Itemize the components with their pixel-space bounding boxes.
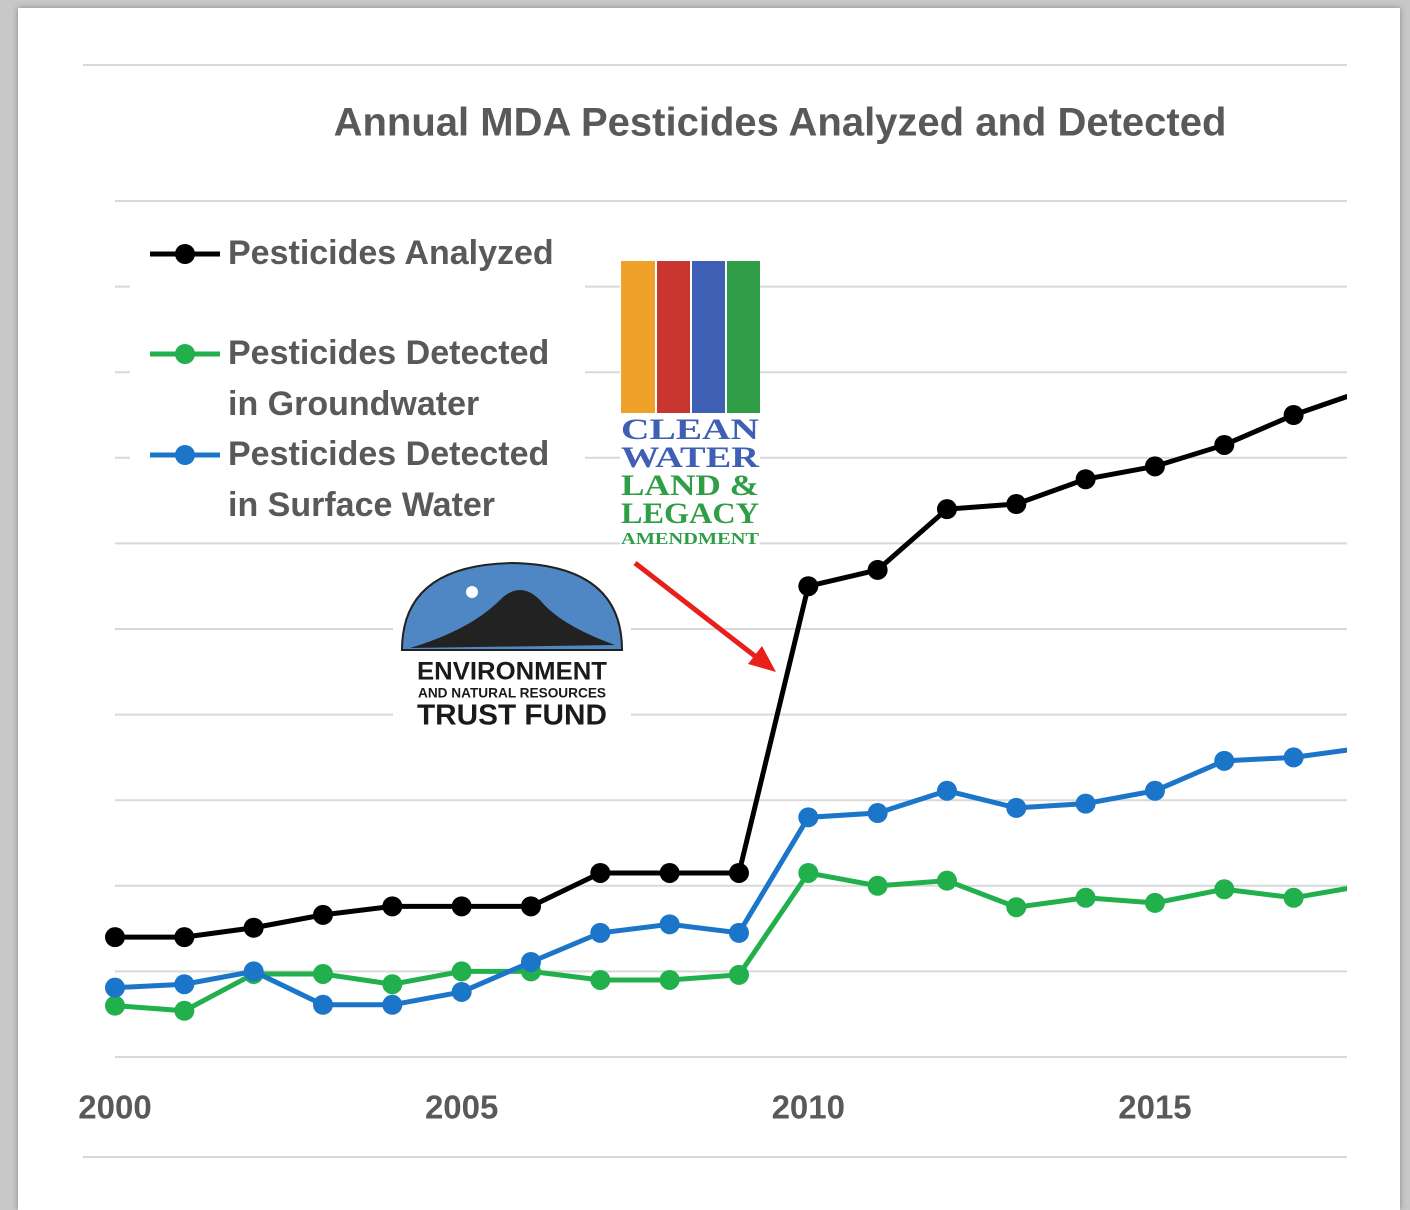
point [936, 780, 957, 801]
point [728, 964, 749, 985]
x-tick-label: 2005 [425, 1089, 498, 1126]
point [590, 969, 611, 990]
legend-label: Pesticides Detected in Surface Water [228, 435, 550, 524]
point [590, 862, 611, 883]
point [936, 870, 957, 891]
point [312, 904, 333, 925]
point [1006, 797, 1027, 818]
point [1283, 887, 1304, 908]
point [1006, 494, 1027, 515]
point [798, 807, 819, 828]
point [728, 922, 749, 943]
legend-marker [175, 445, 195, 465]
legend-marker [175, 344, 195, 364]
point [105, 977, 125, 998]
point [382, 994, 403, 1015]
point [382, 896, 403, 917]
legend-label: Pesticides Analyzed [228, 234, 554, 272]
point [1353, 738, 1373, 758]
point [312, 963, 333, 984]
legend-label: Pesticides Detected in Groundwater [228, 334, 550, 423]
point [1075, 887, 1096, 908]
point [1144, 456, 1165, 477]
point [867, 559, 888, 580]
point [1214, 434, 1235, 455]
point [1353, 876, 1373, 896]
point [174, 927, 195, 948]
legend-box [130, 220, 585, 540]
point [1214, 879, 1235, 900]
page: Annual MDA Pesticides Analyzed and Detec… [18, 8, 1400, 1210]
logo-text: LAND & [621, 469, 759, 502]
point [174, 974, 195, 995]
logo-text: AMENDMENT [621, 529, 760, 548]
arrow [633, 561, 762, 662]
point [728, 862, 749, 883]
point [1144, 780, 1165, 801]
logo-text: LEGACY [621, 497, 759, 530]
logo-text: CLEAN [621, 413, 759, 446]
point [1075, 793, 1096, 814]
point [1144, 892, 1165, 913]
point [798, 576, 819, 597]
x-tick-label: 2000 [78, 1089, 151, 1126]
point [1353, 381, 1373, 401]
point [659, 969, 680, 990]
point [936, 499, 957, 520]
point [1006, 897, 1027, 918]
logo-text: AND NATURAL RESOURCES [418, 685, 606, 701]
point [520, 951, 541, 972]
point [1075, 469, 1096, 490]
point [1283, 747, 1304, 768]
point [243, 961, 264, 982]
point [1214, 750, 1235, 771]
point [867, 875, 888, 896]
point [451, 981, 472, 1002]
point [590, 922, 611, 943]
x-tick-label: 2010 [772, 1089, 845, 1126]
point [1283, 405, 1304, 425]
logo-text: WATER [621, 441, 759, 474]
point [105, 995, 125, 1016]
point [520, 896, 541, 917]
x-tick-label: 2015 [1118, 1089, 1191, 1126]
chart-title: Annual MDA Pesticides Analyzed and Detec… [334, 101, 1227, 145]
point [659, 914, 680, 935]
legend-marker [175, 244, 195, 264]
point [382, 974, 403, 995]
chart: Annual MDA Pesticides Analyzed and Detec… [78, 64, 1373, 1158]
point [451, 961, 472, 982]
arrow-head [748, 646, 776, 672]
point [659, 862, 680, 883]
logo-text: TRUST FUND [417, 700, 607, 732]
logo-text: ENVIRONMENT [417, 658, 607, 686]
point [451, 896, 472, 917]
point [798, 862, 819, 883]
point [243, 917, 264, 938]
point [105, 927, 125, 948]
point [312, 994, 333, 1015]
point [174, 1000, 195, 1021]
point [867, 803, 888, 824]
